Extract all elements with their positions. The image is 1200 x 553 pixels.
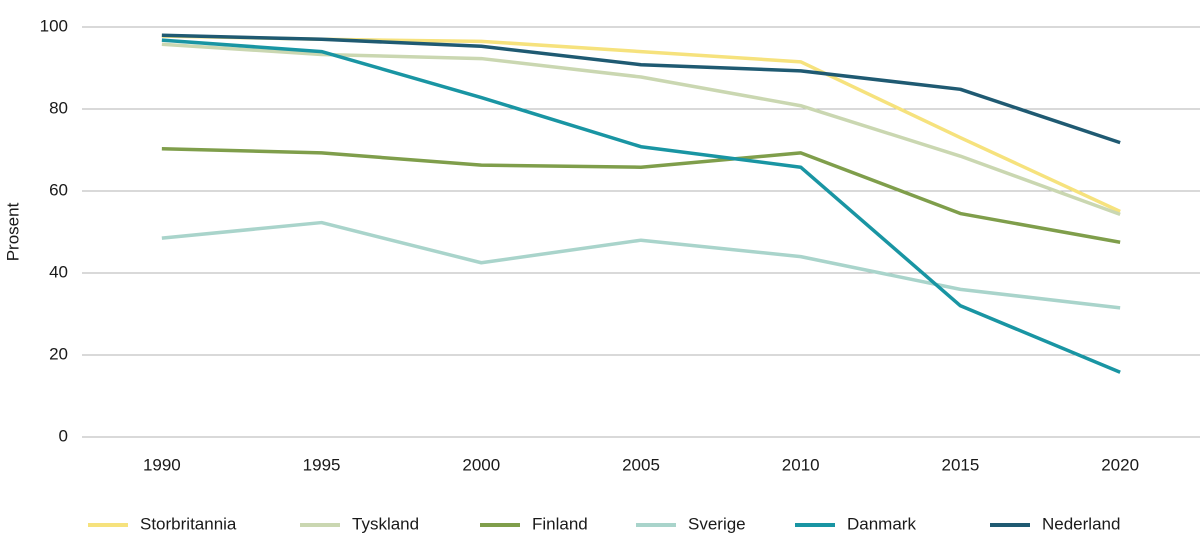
series-line: [161, 34, 1121, 214]
legend-label: Nederland: [1042, 514, 1120, 533]
x-tick-label: 1995: [303, 455, 341, 474]
x-tick-label: 2005: [622, 455, 660, 474]
x-tick-label: 2010: [782, 455, 820, 474]
y-tick-label: 40: [49, 262, 68, 281]
y-tick-label: 80: [49, 98, 68, 117]
y-tick-label: 100: [40, 16, 68, 35]
x-tick-label: 2000: [462, 455, 500, 474]
legend-label: Sverige: [688, 514, 746, 533]
y-tick-label: 20: [49, 344, 68, 363]
x-tick-label: 2015: [942, 455, 980, 474]
y-tick-label: 0: [59, 426, 68, 445]
series-line: [161, 33, 1121, 145]
x-tick-label: 1990: [143, 455, 181, 474]
y-axis-title: Prosent: [3, 202, 22, 261]
legend-label: Tyskland: [352, 514, 419, 533]
legend-label: Storbritannia: [140, 514, 237, 533]
series-line: [161, 220, 1121, 310]
series-line: [161, 38, 1121, 374]
legend-label: Finland: [532, 514, 588, 533]
legend-label: Danmark: [847, 514, 916, 533]
x-tick-label: 2020: [1101, 455, 1139, 474]
series-line: [161, 147, 1121, 244]
y-tick-label: 60: [49, 180, 68, 199]
series-line: [161, 42, 1121, 217]
